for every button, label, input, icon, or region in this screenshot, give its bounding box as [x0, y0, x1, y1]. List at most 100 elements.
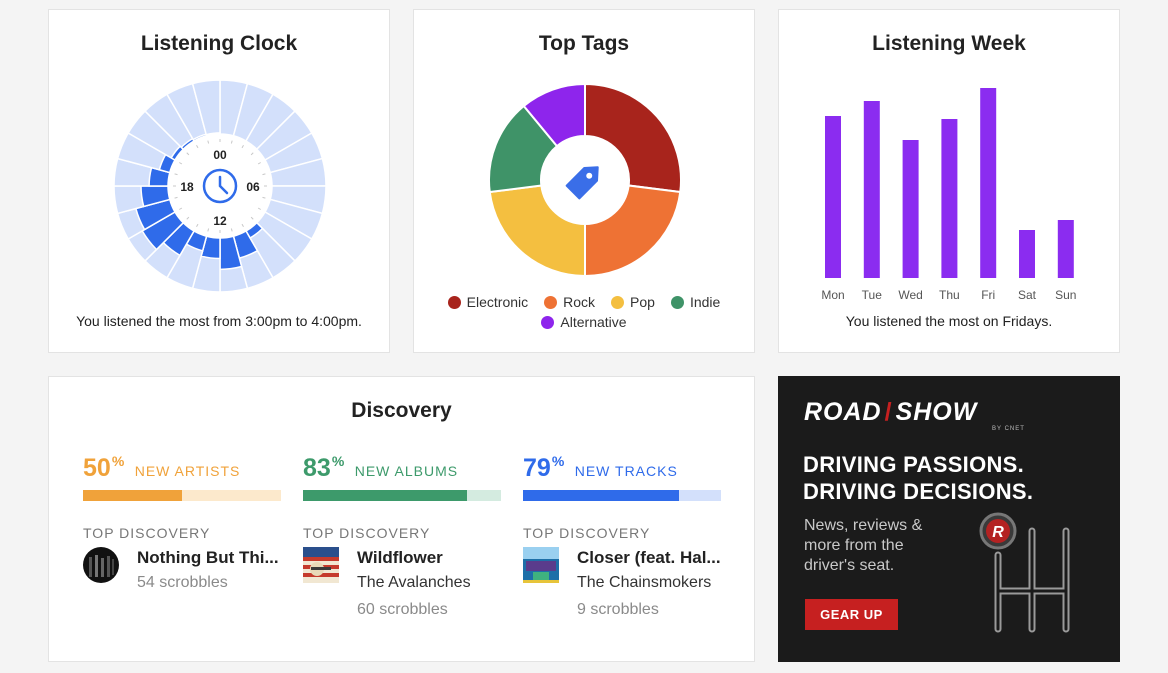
clock-tick	[179, 162, 183, 165]
clock-tick	[257, 162, 261, 165]
new-albums-header: 83% NEW ALBUMS	[303, 453, 501, 483]
legend-swatch	[670, 296, 684, 309]
week-bar-mon	[825, 116, 841, 278]
artist-avatar[interactable]	[83, 547, 119, 583]
listening-clock-caption: You listened the most from 3:00pm to 4:0…	[76, 313, 362, 329]
tag-slice-pop	[488, 184, 586, 278]
clock-tick	[262, 173, 266, 176]
track-art[interactable]	[523, 547, 559, 583]
roadshow-ad[interactable]: ROAD / SHOW BY CNET DRIVING PASSIONS. DRIV…	[778, 376, 1120, 662]
legend-item-indie: Indie	[670, 292, 721, 312]
discovery-title: Discovery	[351, 399, 452, 422]
tag-slice-electronic	[584, 82, 682, 194]
legend-label: Indie	[689, 294, 721, 310]
clock-tick	[186, 216, 190, 220]
discovery-scrobbles: 9 scrobbles	[577, 601, 659, 618]
week-label-sat: Sat	[1018, 288, 1037, 300]
top-tags-chart	[488, 82, 682, 278]
week-label-mon: Mon	[821, 288, 844, 300]
clock-tick	[250, 216, 254, 220]
top-tags-card: Top Tags Electronic Rock Pop Indie Alternati…	[413, 9, 755, 353]
clock-tick	[174, 173, 178, 176]
clock-tick	[186, 152, 190, 156]
legend-item-pop: Pop	[611, 292, 655, 312]
discovery-scrobbles: 54 scrobbles	[137, 574, 228, 591]
week-bar-sun	[1057, 220, 1074, 278]
clock-tick	[262, 196, 266, 199]
clock-hour-bar-23	[205, 132, 221, 137]
discovery-album-artist[interactable]: The Avalanches	[357, 574, 471, 591]
clock-label-00: 00	[213, 148, 227, 162]
new-tracks-percent: 79%	[523, 453, 565, 482]
listening-clock-title: Listening Clock	[140, 32, 298, 55]
new-albums-label: NEW ALBUMS	[354, 463, 459, 479]
discovery-new-albums: 83% NEW ALBUMS TOP DISCOVERY Wildflower	[303, 453, 501, 618]
ad-headline: DRIVING PASSIONS. DRIVING DECISIONS.	[803, 452, 1034, 504]
album-art[interactable]	[303, 547, 339, 583]
new-tracks-header: 79% NEW TRACKS	[523, 453, 721, 483]
legend-label: Alternative	[560, 314, 627, 330]
week-bar-tue	[863, 101, 880, 278]
top-tags-title: Top Tags	[538, 32, 630, 55]
new-artists-progress-bar	[83, 490, 281, 501]
discovery-artist-name[interactable]: Nothing But Thi...	[137, 548, 279, 567]
listening-week-chart: Mon Tue Wed Thu Fri Sat Sun	[821, 88, 1076, 300]
tag-icon	[565, 166, 599, 200]
new-albums-progress-fill	[303, 490, 468, 501]
ad-body-text: News, reviews & more from the driver's s…	[804, 517, 923, 574]
legend-item-rock: Rock	[544, 292, 595, 312]
new-tracks-label: NEW TRACKS	[574, 463, 678, 479]
clock-tick	[207, 228, 210, 232]
top-discovery-item[interactable]: Wildflower The Avalanches 60 scrobbles	[303, 547, 501, 618]
legend-swatch	[611, 296, 625, 309]
top-discovery-item[interactable]: Closer (feat. Hal... The Chainsmokers 9 …	[523, 547, 721, 618]
week-label-thu: Thu	[939, 288, 960, 300]
top-discovery-label: TOP DISCOVERY	[303, 525, 431, 541]
week-bar-wed	[902, 140, 919, 278]
legend-item-electronic: Electronic	[447, 292, 528, 312]
legend-swatch	[447, 296, 461, 309]
clock-tick	[196, 223, 199, 227]
roadshow-logo[interactable]: ROAD / SHOW	[804, 398, 978, 426]
clock-tick	[257, 207, 261, 210]
discovery-track-artist[interactable]: The Chainsmokers	[577, 574, 712, 591]
gear-up-button[interactable]: GEAR UP	[805, 599, 898, 630]
top-tags-legend: Electronic Rock Pop Indie Alternative	[428, 292, 740, 332]
top-discovery-label: TOP DISCOVERY	[83, 525, 211, 541]
legend-item-alternative: Alternative	[541, 312, 627, 332]
legend-label: Rock	[563, 294, 596, 310]
discovery-card: Discovery 50% NEW ARTISTS TOP DISCOVERY	[48, 376, 755, 662]
discovery-album-name[interactable]: Wildflower	[357, 548, 443, 567]
week-label-wed: Wed	[898, 288, 922, 300]
clock-tick	[196, 145, 199, 149]
legend-swatch	[544, 296, 558, 309]
discovery-scrobbles: 60 scrobbles	[357, 601, 448, 618]
listening-week-card: Listening Week Mon Tue Wed Thu Fri Sat Sun You…	[778, 9, 1120, 353]
legend-swatch	[541, 316, 555, 329]
svg-text:R: R	[992, 524, 1004, 541]
by-cnet-label: BY CNET	[992, 426, 1025, 432]
new-tracks-progress-fill	[523, 490, 680, 501]
legend-label: Pop	[630, 294, 655, 310]
week-bar-sat	[1019, 230, 1035, 278]
listening-clock-chart: 00 06 12 18	[113, 79, 327, 293]
new-artists-percent: 50%	[83, 453, 125, 482]
clock-label-12: 12	[213, 214, 227, 228]
clock-tick	[241, 145, 244, 149]
tag-slice-rock	[584, 184, 682, 278]
gear-shifter-icon: R	[979, 512, 1070, 633]
week-label-sun: Sun	[1055, 288, 1076, 300]
clock-tick	[207, 140, 210, 144]
discovery-new-artists: 50% NEW ARTISTS TOP DISCOVERY Nothing Bu…	[83, 453, 281, 617]
top-discovery-label: TOP DISCOVERY	[523, 525, 651, 541]
new-artists-label: NEW ARTISTS	[134, 463, 241, 479]
clock-tick	[230, 140, 233, 144]
top-discovery-item[interactable]: Nothing But Thi... 54 scrobbles	[83, 547, 281, 617]
clock-icon	[202, 168, 238, 204]
discovery-track-name[interactable]: Closer (feat. Hal...	[577, 548, 721, 567]
clock-tick	[179, 207, 183, 210]
listening-week-title: Listening Week	[872, 32, 1026, 55]
new-albums-progress-bar	[303, 490, 501, 501]
new-albums-percent: 83%	[303, 453, 345, 482]
clock-label-06: 06	[246, 180, 260, 194]
